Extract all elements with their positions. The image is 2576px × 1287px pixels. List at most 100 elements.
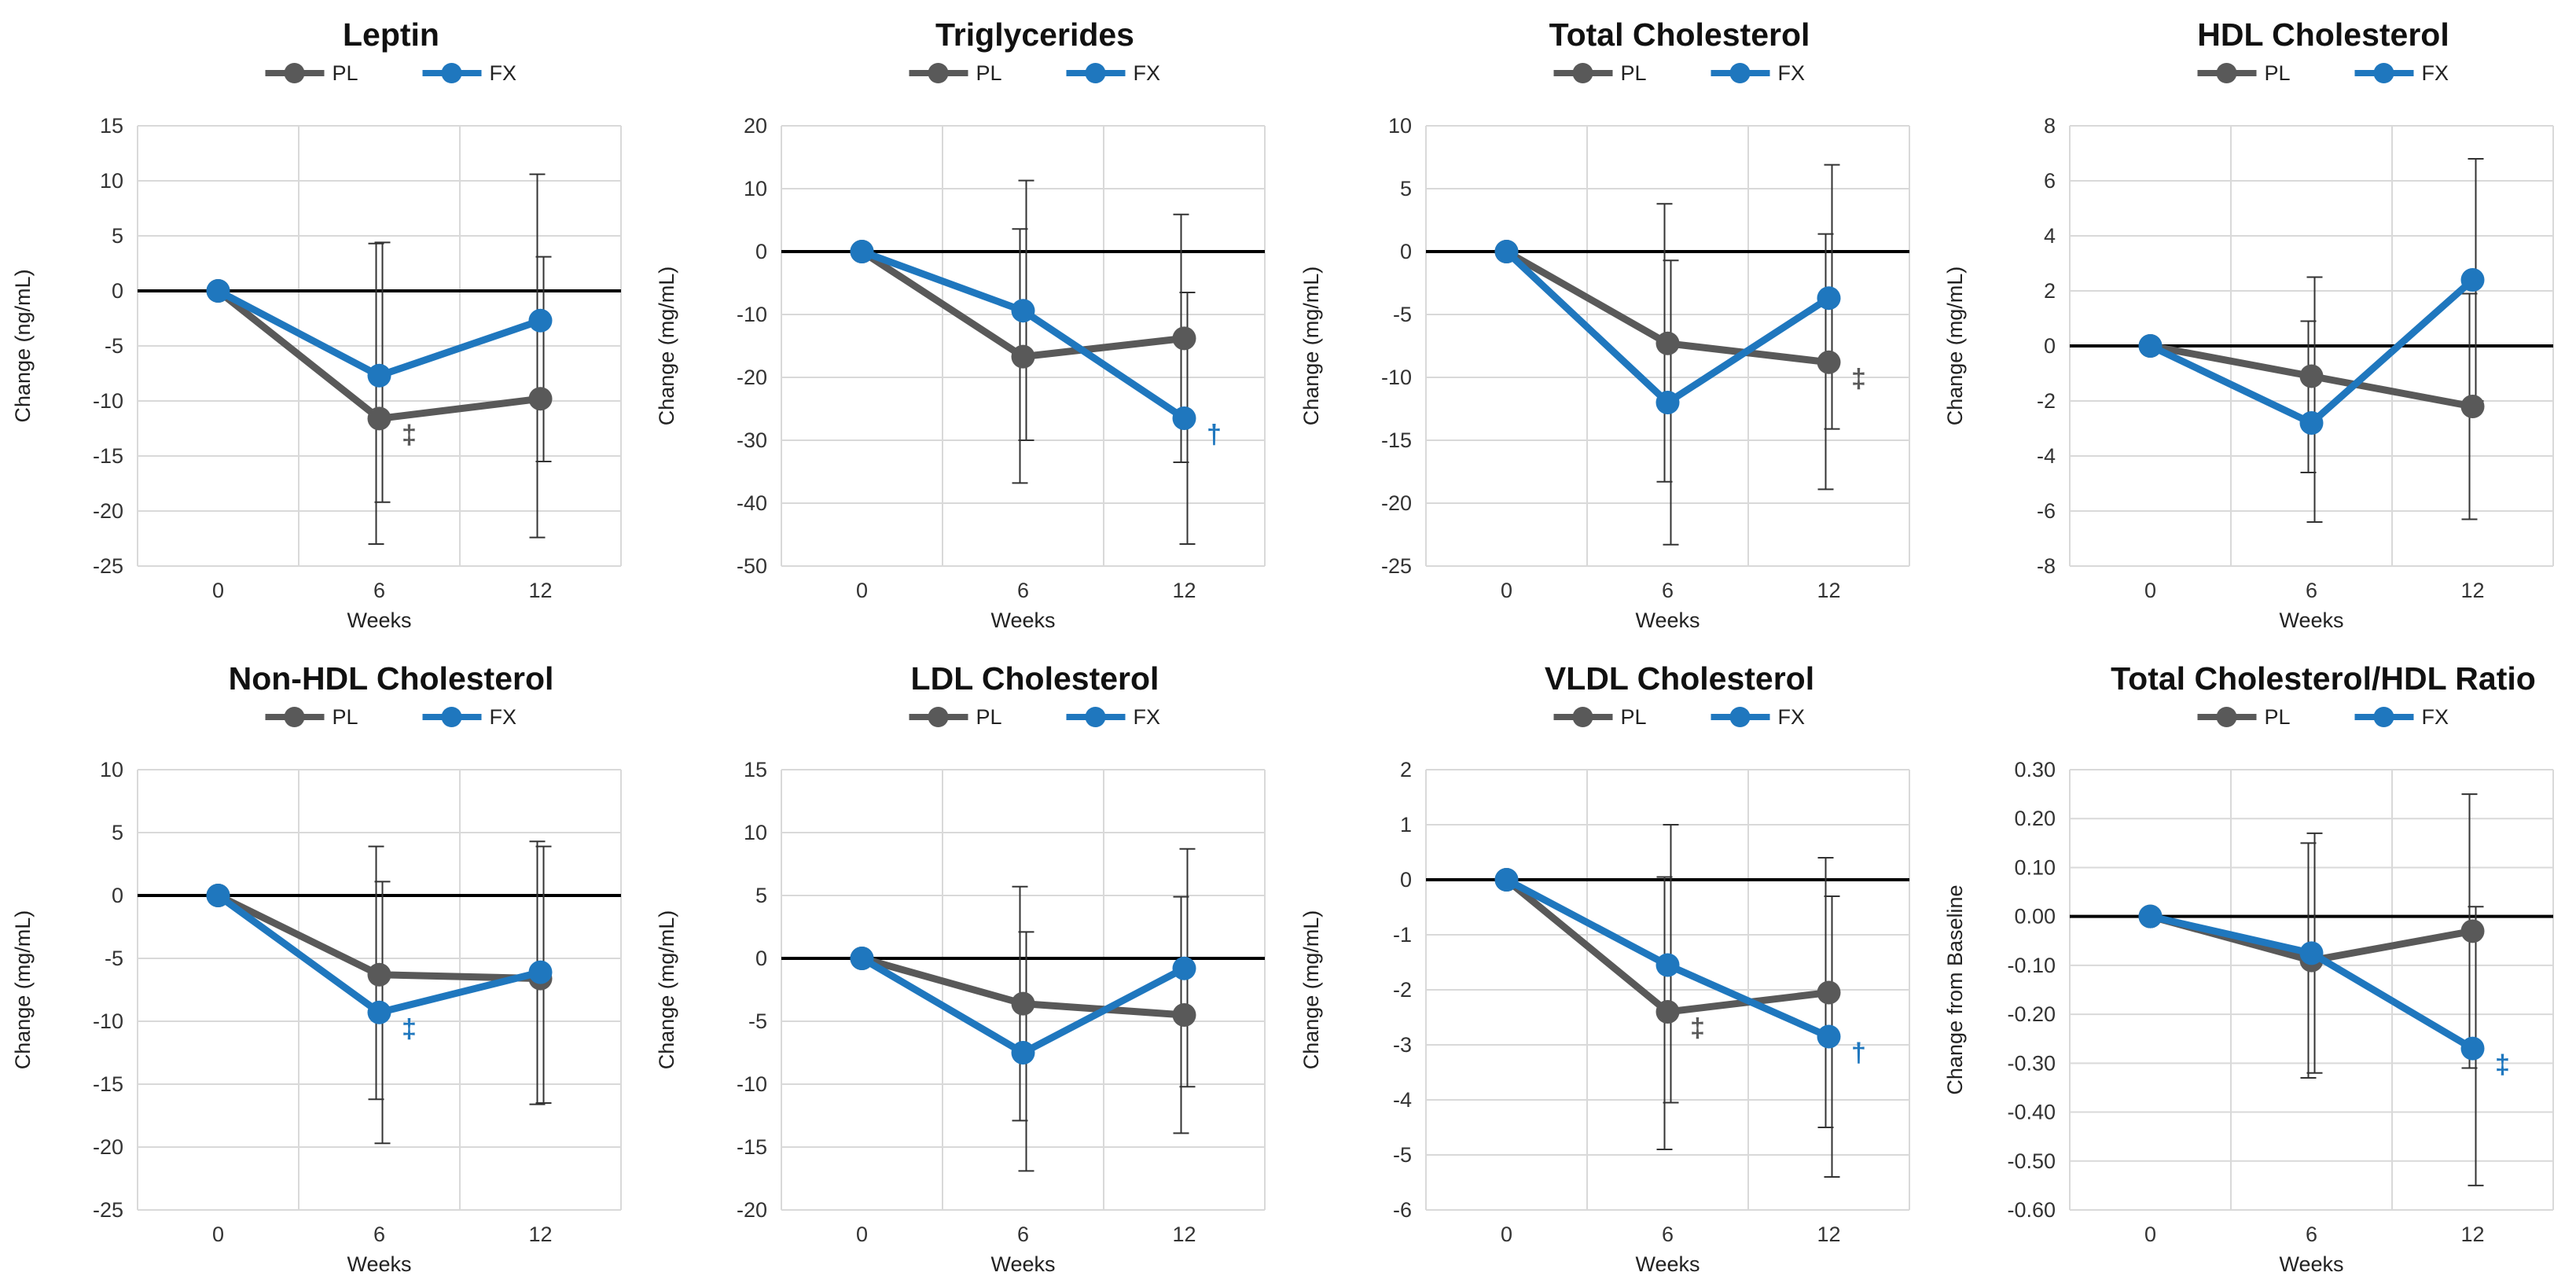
y-tick-label: -5 (105, 334, 123, 358)
x-tick-label: 6 (1017, 579, 1029, 602)
y-tick-label: -40 (737, 491, 767, 515)
legend: PL FX (909, 705, 1160, 729)
y-tick-label: -25 (93, 1198, 123, 1222)
y-tick-label: 0 (1399, 868, 1411, 892)
y-tick-label: -6 (1392, 1198, 1411, 1222)
error-bars-fx (2306, 832, 2484, 1186)
x-tick-label: 12 (2460, 579, 2484, 602)
x-tick-label: 6 (373, 1223, 385, 1246)
point-fx (1172, 956, 1196, 980)
point-fx (1655, 953, 1679, 976)
y-tick-label: -5 (1392, 303, 1411, 326)
x-axis-label: Weeks (347, 609, 411, 632)
y-tick-label: -5 (748, 1009, 767, 1033)
legend-label-fx: FX (2421, 705, 2449, 729)
y-tick-label: -20 (737, 366, 767, 389)
legend-label-pl: PL (333, 705, 358, 729)
legend: PL FX (1553, 61, 1805, 85)
y-tick-label: -20 (93, 499, 123, 523)
point-fx (2460, 268, 2485, 292)
chart-title: HDL Cholesterol (2197, 17, 2449, 53)
y-tick-label: -10 (93, 389, 123, 413)
y-tick-label: 0 (755, 947, 767, 970)
legend-label-fx: FX (1134, 61, 1161, 85)
point-fx (1011, 1040, 1035, 1065)
legend-marker-pl (284, 63, 305, 83)
point-pl (1011, 344, 1035, 369)
point-fx (850, 240, 874, 263)
y-tick-label: -15 (737, 1135, 767, 1159)
point-fx (206, 883, 230, 907)
legend-label-pl: PL (1620, 705, 1646, 729)
point-pl (1011, 991, 1035, 1016)
y-tick-label: -10 (1380, 366, 1411, 389)
y-tick-label: -20 (737, 1198, 767, 1222)
chart-panel-4: Non-HDL Cholesterol PL FX 10 5 0 -5 -10 -15 -20 -2… (11, 660, 622, 1276)
point-pl (2460, 918, 2485, 943)
x-tick-label: 0 (856, 579, 868, 602)
point-fx (2138, 904, 2163, 928)
legend-marker-fx (2373, 63, 2394, 83)
chart-panel-5: LDL Cholesterol PL FX 15 10 5 0 -5 -10 -15 -20 0 6 12… (655, 660, 1266, 1276)
point-pl (2460, 395, 2485, 418)
y-tick-label: 4 (2044, 224, 2056, 248)
significance-marker: ‡ (1851, 364, 1866, 394)
y-tick-label: -30 (737, 428, 767, 452)
chart-panel-3: HDL Cholesterol PL FX 8 6 4 2 0 -2 -4 -6 -8 0 6 12 Week… (1943, 17, 2554, 632)
point-fx (1494, 240, 1518, 263)
chart-panel-2: Total Cholesterol PL FX 10 5 0 -5 -10 -15 -20 -25 0… (1299, 17, 1910, 632)
x-tick-label: 0 (212, 579, 224, 602)
x-tick-label: 12 (1173, 579, 1196, 602)
point-fx (850, 946, 874, 970)
y-tick-label: -0.30 (2007, 1051, 2056, 1075)
y-tick-label: -6 (2037, 499, 2056, 523)
legend-marker-pl (1572, 706, 1593, 727)
legend-label-pl: PL (333, 61, 358, 85)
point-pl (528, 387, 553, 411)
legend-label-fx: FX (2421, 61, 2449, 85)
y-tick-label: -25 (93, 554, 123, 578)
legend-marker-pl (2216, 63, 2237, 83)
y-axis-label: Change (mg/mL) (1299, 910, 1323, 1069)
y-tick-label: -15 (93, 1072, 123, 1096)
chart-title: Total Cholesterol/HDL Ratio (2111, 660, 2536, 697)
y-tick-label: -0.10 (2007, 953, 2056, 976)
legend-marker-fx (1729, 706, 1750, 727)
y-tick-label: 10 (1387, 114, 1411, 138)
y-axis-label: Change from Baseline (1943, 884, 1967, 1094)
legend-marker-pl (1572, 63, 1593, 83)
y-tick-label: 0 (1399, 240, 1411, 263)
y-tick-label: -20 (1380, 491, 1411, 515)
point-fx (367, 1000, 391, 1024)
y-axis-label: Change (mg/mL) (1299, 267, 1323, 426)
point-fx (2299, 940, 2324, 965)
point-fx (1655, 391, 1679, 414)
x-tick-label: 6 (1661, 579, 1673, 602)
y-tick-label: -10 (737, 1072, 767, 1096)
x-axis-label: Weeks (2279, 1252, 2343, 1276)
legend: PL FX (1553, 705, 1805, 729)
legend-label-pl: PL (1620, 61, 1646, 85)
y-tick-label: -0.60 (2007, 1198, 2056, 1222)
legend-marker-fx (2373, 706, 2394, 727)
legend-marker-fx (1729, 63, 1750, 83)
legend-label-pl: PL (976, 705, 1002, 729)
y-axis-label: Change (mg/mL) (11, 910, 35, 1069)
y-tick-label: 5 (755, 884, 767, 907)
legend: PL FX (265, 705, 516, 729)
series-line-fx (861, 248, 1187, 421)
point-fx (1494, 867, 1518, 892)
y-tick-label: -0.50 (2007, 1149, 2056, 1172)
y-tick-label: -15 (93, 444, 123, 468)
x-axis-label: Weeks (991, 1252, 1056, 1276)
significance-marker: ‡ (1690, 1013, 1705, 1043)
y-tick-label: 10 (100, 169, 123, 193)
series-line-fx (215, 892, 542, 1016)
legend-label-fx: FX (1777, 705, 1805, 729)
x-axis-label: Weeks (1635, 609, 1700, 632)
x-tick-label: 6 (373, 579, 385, 602)
point-fx (2299, 411, 2324, 435)
point-pl (1172, 1002, 1196, 1027)
x-axis-label: Weeks (1635, 1252, 1700, 1276)
